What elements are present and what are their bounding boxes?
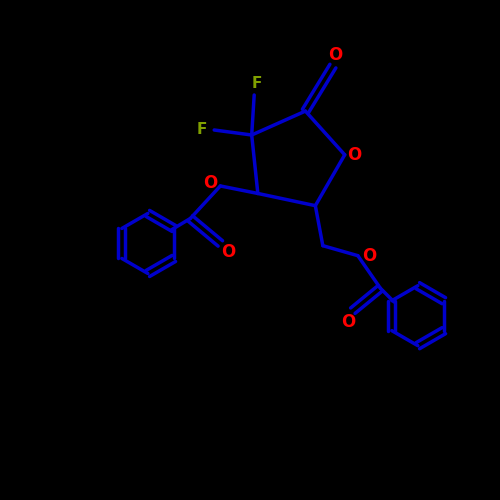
Text: O: O (348, 146, 362, 164)
Text: O: O (203, 174, 218, 192)
Text: F: F (252, 76, 262, 92)
Text: O: O (220, 244, 235, 262)
Text: F: F (196, 122, 207, 138)
Text: O: O (362, 246, 376, 264)
Text: O: O (340, 312, 355, 330)
Text: O: O (328, 46, 342, 64)
